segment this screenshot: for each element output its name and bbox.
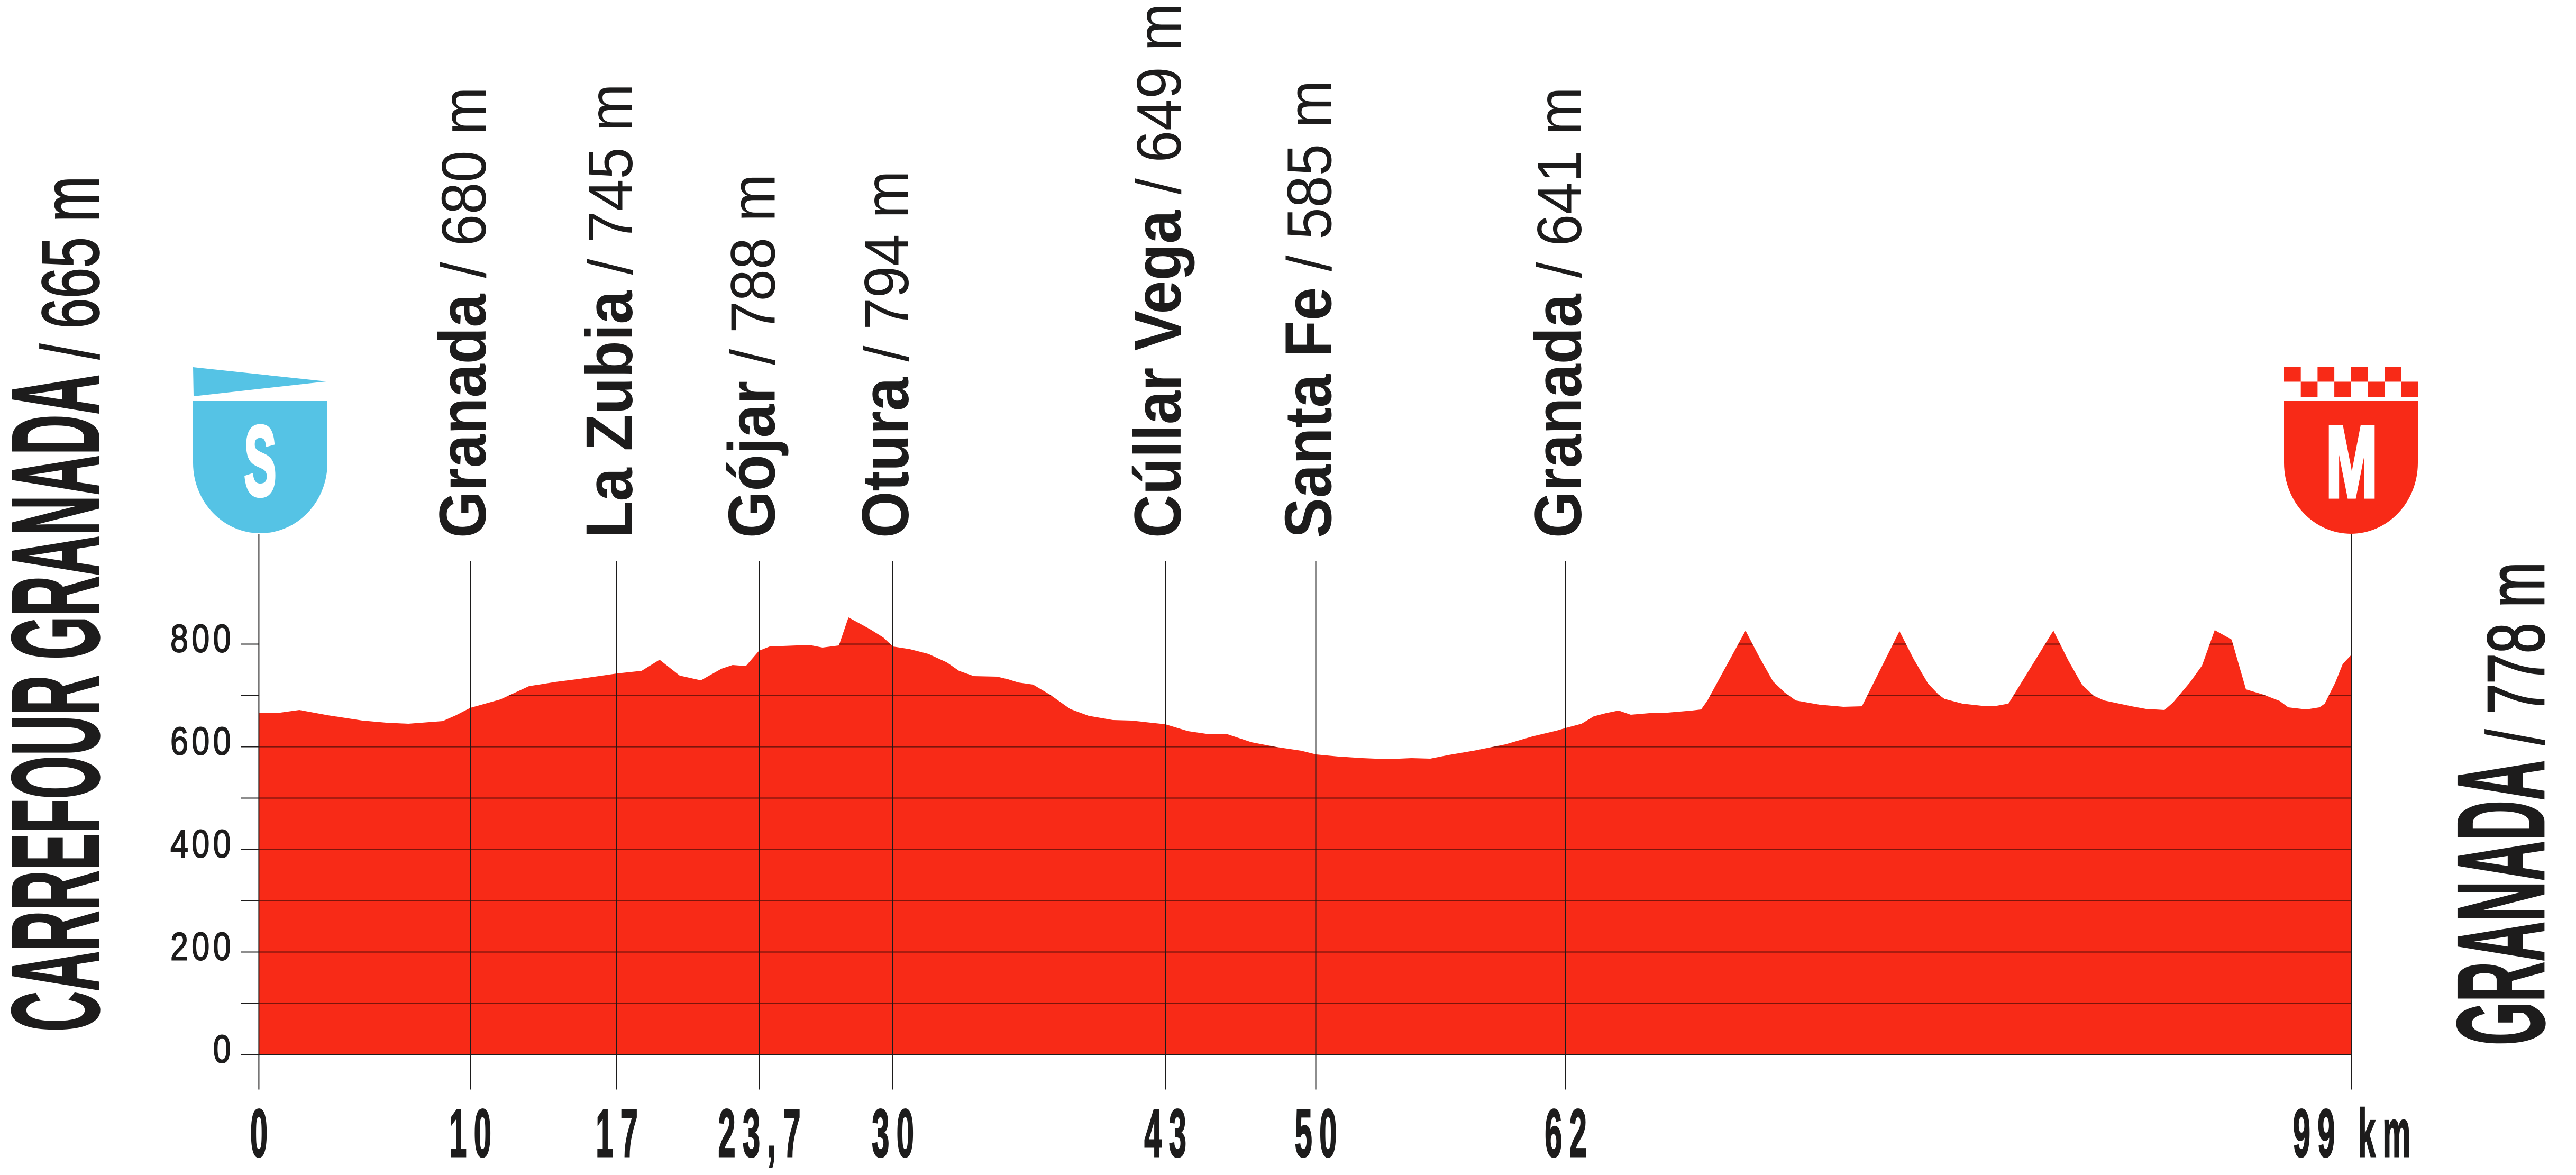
svg-text:Granada / 641 m: Granada / 641 m [1522,87,1595,538]
svg-text:0: 0 [250,1096,275,1171]
svg-text:Granada / 680 m: Granada / 680 m [426,87,500,538]
svg-text:10: 10 [449,1096,498,1171]
svg-text:M: M [2326,405,2378,518]
svg-text:/ 665 m: / 665 m [25,176,116,359]
svg-text:600: 600 [170,720,234,763]
svg-text:Otura / 794 m: Otura / 794 m [849,170,922,538]
svg-text:200: 200 [170,925,234,969]
svg-text:23,7: 23,7 [718,1096,808,1171]
svg-text:Gójar / 788 m: Gójar / 788 m [716,174,789,538]
svg-text:S: S [244,406,277,517]
svg-text:400: 400 [170,823,234,866]
svg-text:La Zubia / 745 m: La Zubia / 745 m [573,84,646,538]
svg-text:/ 778 m: / 778 m [2471,562,2561,745]
svg-text:CARREFOUR GRANADA: CARREFOUR GRANADA [0,375,125,1032]
svg-text:30: 30 [872,1096,921,1171]
svg-text:43: 43 [1144,1096,1193,1171]
svg-text:800: 800 [170,617,234,661]
svg-text:99 km: 99 km [2293,1096,2418,1171]
svg-text:62: 62 [1545,1096,1594,1171]
svg-text:50: 50 [1295,1096,1344,1171]
svg-text:GRANADA: GRANADA [2431,760,2570,1045]
svg-text:0: 0 [213,1028,234,1071]
svg-text:Cúllar Vega / 649 m: Cúllar Vega / 649 m [1121,3,1195,538]
svg-text:17: 17 [596,1096,645,1171]
svg-text:Santa Fe / 585 m: Santa Fe / 585 m [1272,80,1346,538]
